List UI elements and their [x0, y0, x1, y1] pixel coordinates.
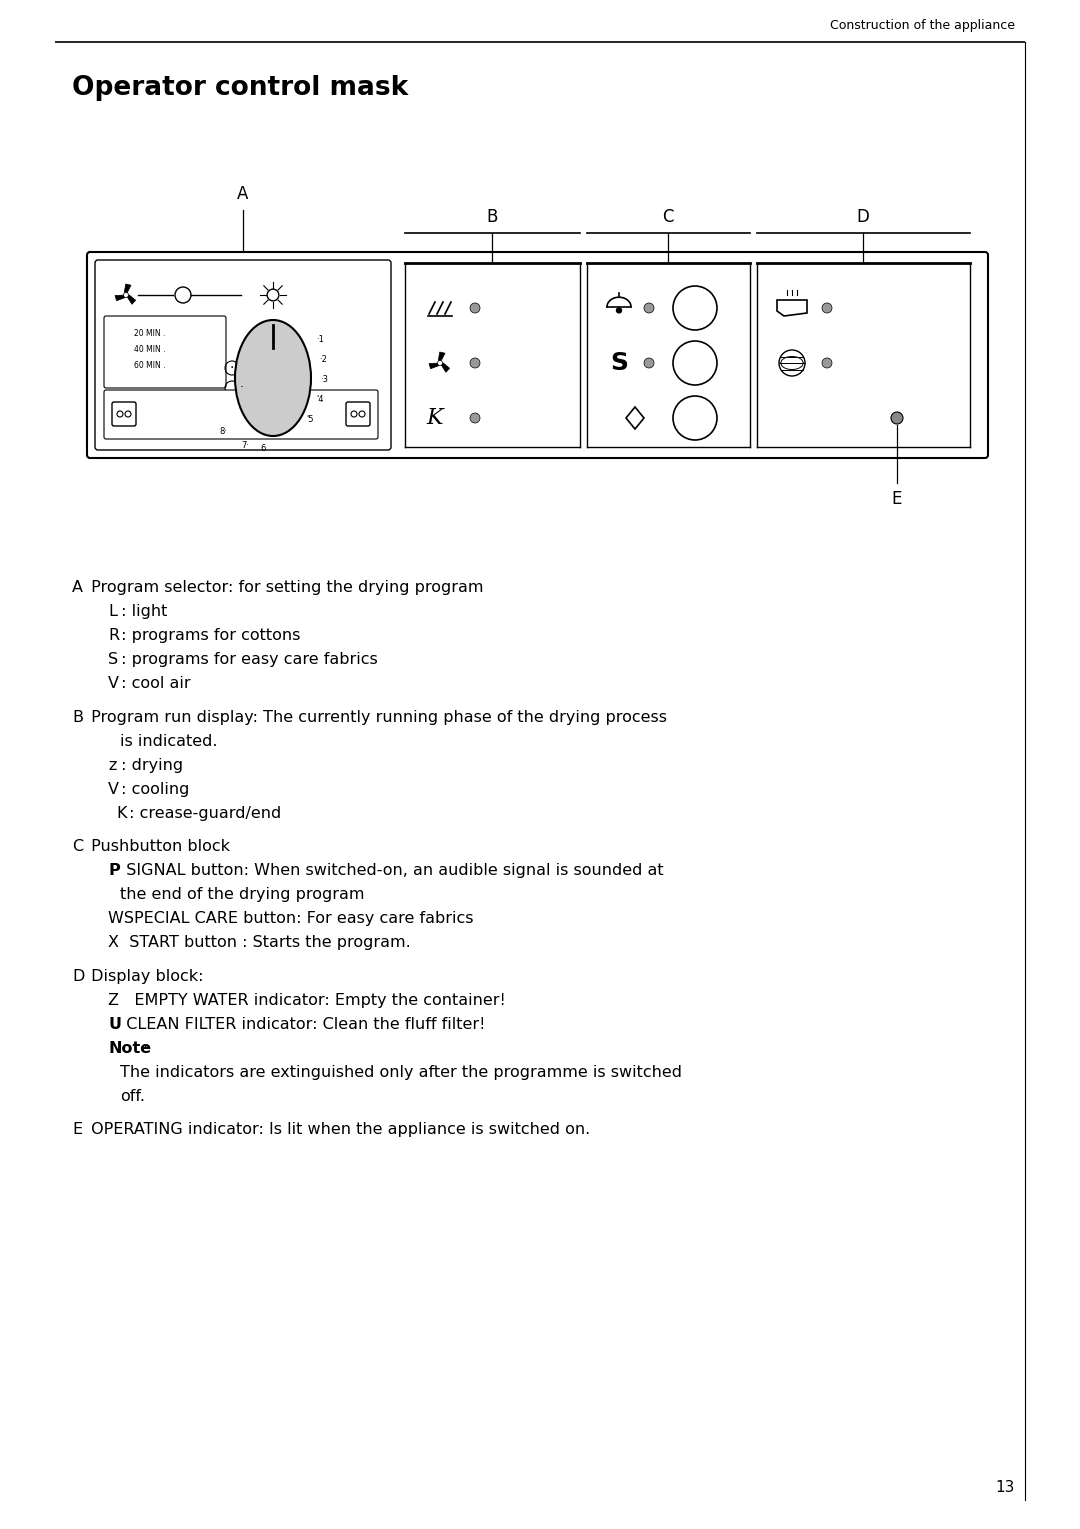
Polygon shape — [114, 295, 126, 301]
Text: 6: 6 — [260, 443, 266, 453]
Text: D: D — [72, 969, 84, 983]
Text: ·1: ·1 — [316, 335, 324, 344]
Text: C: C — [662, 208, 674, 226]
Text: CLEAN FILTER indicator: Clean the fluff filter!: CLEAN FILTER indicator: Clean the fluff … — [117, 1017, 486, 1032]
Text: Z   EMPTY WATER indicator: Empty the container!: Z EMPTY WATER indicator: Empty the conta… — [108, 992, 505, 1008]
Circle shape — [891, 411, 903, 424]
Polygon shape — [440, 362, 449, 372]
Text: : drying: : drying — [117, 757, 184, 772]
Polygon shape — [429, 362, 440, 368]
Text: K: K — [427, 407, 443, 430]
Circle shape — [123, 292, 129, 298]
Text: E: E — [892, 489, 902, 508]
Text: z: z — [108, 757, 117, 772]
Text: 20 MIN .: 20 MIN . — [134, 330, 165, 338]
Text: WSPECIAL CARE button: For easy care fabrics: WSPECIAL CARE button: For easy care fabr… — [108, 911, 473, 927]
Circle shape — [822, 303, 832, 313]
Ellipse shape — [235, 320, 311, 436]
Text: Construction of the appliance: Construction of the appliance — [831, 18, 1015, 32]
Polygon shape — [126, 295, 136, 304]
Circle shape — [644, 303, 654, 313]
Text: : programs for easy care fabrics: : programs for easy care fabrics — [117, 651, 378, 667]
Text: B: B — [72, 709, 83, 725]
Text: L: L — [108, 604, 117, 619]
Text: Operator control mask: Operator control mask — [72, 75, 408, 101]
Text: 13: 13 — [996, 1480, 1015, 1495]
Text: C: C — [72, 839, 83, 855]
Text: :: : — [141, 1041, 147, 1057]
Text: A: A — [238, 185, 248, 203]
Text: ·: · — [240, 382, 244, 394]
Text: V: V — [108, 781, 119, 797]
Text: ·: · — [240, 361, 244, 375]
Text: V: V — [108, 676, 119, 691]
Circle shape — [437, 361, 443, 365]
Text: 8·: 8· — [219, 427, 227, 436]
Circle shape — [470, 413, 480, 424]
Text: 7·: 7· — [241, 440, 249, 450]
Text: '5: '5 — [306, 416, 313, 425]
Text: R: R — [108, 628, 119, 644]
Text: : cool air: : cool air — [117, 676, 191, 691]
Text: ·: · — [230, 361, 234, 375]
Polygon shape — [124, 284, 131, 295]
Text: Program selector: for setting the drying program: Program selector: for setting the drying… — [86, 579, 484, 595]
Polygon shape — [438, 352, 445, 362]
Text: The indicators are extinguished only after the programme is switched: The indicators are extinguished only aft… — [120, 1064, 681, 1079]
Text: : crease-guard/end: : crease-guard/end — [124, 806, 282, 821]
Text: Display block:: Display block: — [86, 969, 203, 983]
Text: SIGNAL button: When switched-on, an audible signal is sounded at: SIGNAL button: When switched-on, an audi… — [117, 864, 664, 878]
FancyBboxPatch shape — [87, 252, 988, 459]
Text: ·3: ·3 — [320, 376, 328, 384]
Text: P: P — [108, 864, 120, 878]
Text: E: E — [72, 1122, 82, 1138]
Text: D: D — [856, 208, 869, 226]
FancyBboxPatch shape — [95, 260, 391, 450]
Text: X  START button : Starts the program.: X START button : Starts the program. — [108, 936, 410, 950]
Text: K: K — [116, 806, 126, 821]
Text: Note: Note — [108, 1041, 151, 1057]
Text: is indicated.: is indicated. — [120, 734, 217, 749]
Text: : cooling: : cooling — [117, 781, 190, 797]
Text: OPERATING indicator: Is lit when the appliance is switched on.: OPERATING indicator: Is lit when the app… — [86, 1122, 591, 1138]
FancyBboxPatch shape — [104, 390, 378, 439]
FancyBboxPatch shape — [346, 402, 370, 427]
Circle shape — [470, 358, 480, 368]
Text: ·2: ·2 — [319, 356, 327, 364]
Text: 60 MIN .: 60 MIN . — [134, 361, 165, 370]
FancyBboxPatch shape — [112, 402, 136, 427]
Text: U: U — [108, 1017, 121, 1032]
Circle shape — [617, 307, 621, 313]
Text: Pushbutton block: Pushbutton block — [86, 839, 230, 855]
Text: 40 MIN .: 40 MIN . — [134, 346, 165, 355]
Text: '4: '4 — [316, 396, 324, 405]
Text: S: S — [610, 352, 627, 375]
Circle shape — [822, 358, 832, 368]
FancyBboxPatch shape — [104, 317, 226, 388]
Text: Program run display: The currently running phase of the drying process: Program run display: The currently runni… — [86, 709, 667, 725]
Text: : programs for cottons: : programs for cottons — [117, 628, 301, 644]
Circle shape — [470, 303, 480, 313]
Text: S: S — [108, 651, 118, 667]
Text: : light: : light — [117, 604, 167, 619]
Text: B: B — [486, 208, 498, 226]
Circle shape — [644, 358, 654, 368]
Text: the end of the drying program: the end of the drying program — [120, 887, 365, 902]
Text: off.: off. — [120, 1089, 145, 1104]
Text: A: A — [72, 579, 83, 595]
